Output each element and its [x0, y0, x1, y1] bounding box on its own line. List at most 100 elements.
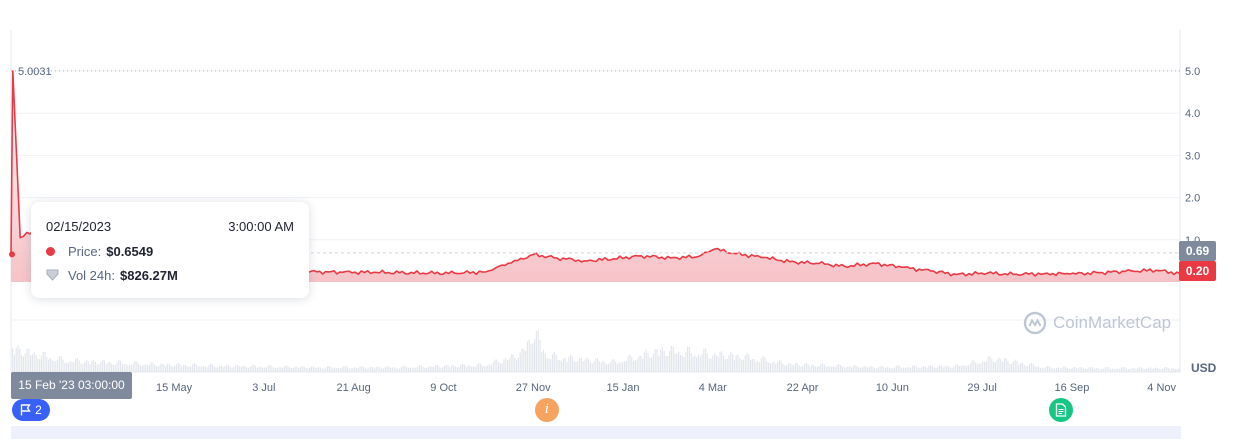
volume-bar [111, 363, 113, 372]
volume-bar [386, 366, 388, 372]
volume-bar [883, 367, 885, 372]
volume-bar [1138, 367, 1140, 372]
volume-bar [1036, 366, 1038, 372]
volume-bar [530, 344, 532, 372]
volume-bar [1065, 366, 1067, 372]
volume-bar [985, 361, 987, 372]
volume-bar [591, 363, 593, 372]
volume-bar [238, 366, 240, 372]
volume-bar [708, 358, 710, 372]
volume-bar [769, 363, 771, 372]
volume-bar [273, 367, 275, 372]
volume-bar [795, 362, 797, 372]
info-event-button[interactable]: i [535, 398, 559, 422]
volume-bar [262, 367, 264, 372]
volume-bar [246, 367, 248, 372]
volume-bar [359, 366, 361, 372]
volume-bar [876, 368, 878, 372]
volume-bar [548, 358, 550, 372]
volume-bar [413, 367, 415, 372]
navigator-strip[interactable] [11, 426, 1181, 439]
volume-bar [481, 365, 483, 372]
volume-bar [35, 354, 37, 372]
document-event-button[interactable] [1049, 398, 1073, 422]
volume-bar [507, 359, 509, 372]
volume-bar [487, 365, 489, 372]
volume-bar [202, 366, 204, 372]
volume-bar [21, 354, 23, 372]
volume-bar [564, 358, 566, 372]
volume-bar [625, 360, 627, 372]
volume-bar [660, 350, 662, 372]
volume-bar [543, 349, 545, 372]
volume-bar [755, 362, 757, 372]
volume-bar [1167, 367, 1169, 372]
volume-bar [1011, 363, 1013, 372]
volume-bar [841, 366, 843, 372]
volume-bar [642, 358, 644, 372]
volume-bar [652, 353, 654, 372]
volume-bar [71, 361, 73, 372]
volume-bar [910, 367, 912, 372]
volume-bar [303, 366, 305, 372]
volume-bar [577, 360, 579, 372]
volume-bar [656, 349, 658, 372]
x-tick-label: 22 Apr [787, 382, 819, 394]
volume-bar [886, 367, 888, 372]
volume-bar [912, 365, 914, 372]
volume-bar [19, 348, 21, 372]
volume-bar [1002, 361, 1004, 372]
volume-bar [1054, 368, 1056, 372]
volume-bar [377, 366, 379, 372]
volume-bar [276, 368, 278, 372]
volume-bar [690, 352, 692, 372]
volume-bar [1115, 368, 1117, 372]
volume-bar [813, 364, 815, 372]
volume-bar [219, 365, 221, 372]
volume-bar [775, 363, 777, 372]
volume-bar [1171, 368, 1173, 372]
volume-bar [208, 365, 210, 372]
volume-bar [130, 365, 132, 372]
volume-bar [291, 368, 293, 372]
volume-bar [557, 359, 559, 372]
volume-bar [364, 368, 366, 372]
volume-bar [969, 363, 971, 372]
volume-bar [134, 361, 136, 372]
volume-bar [1122, 366, 1124, 372]
volume-bar [382, 368, 384, 372]
volume-bar [417, 366, 419, 372]
volume-bar [1137, 367, 1139, 372]
volume-bar [204, 365, 206, 372]
volume-bar [1151, 368, 1153, 372]
volume-bar [546, 357, 548, 372]
flag-count: 2 [35, 403, 42, 417]
volume-bar [429, 366, 431, 372]
tooltip-price-label: Price: [68, 243, 102, 259]
volume-bar [143, 364, 145, 372]
volume-bar [850, 367, 852, 372]
volume-bar [1108, 367, 1110, 372]
volume-bar [1063, 366, 1065, 372]
volume-bar [253, 364, 255, 372]
volume-bar [742, 359, 744, 372]
max-price-label: 5.0031 [18, 66, 52, 78]
volume-bar [807, 364, 809, 372]
volume-bar [1007, 360, 1009, 372]
volume-bar [451, 365, 453, 372]
volume-bar [697, 354, 699, 372]
events-flag-button[interactable]: 2 [12, 399, 50, 421]
volume-bar [753, 359, 755, 372]
volume-bar [1099, 368, 1101, 372]
volume-bar [766, 361, 768, 372]
volume-bar [1045, 367, 1047, 372]
volume-bar [517, 357, 519, 372]
volume-bar [676, 353, 678, 372]
volume-bar [366, 368, 368, 372]
volume-bar [1018, 364, 1020, 372]
volume-bar [667, 356, 669, 372]
volume-bar [885, 367, 887, 372]
volume-bar [174, 366, 176, 372]
